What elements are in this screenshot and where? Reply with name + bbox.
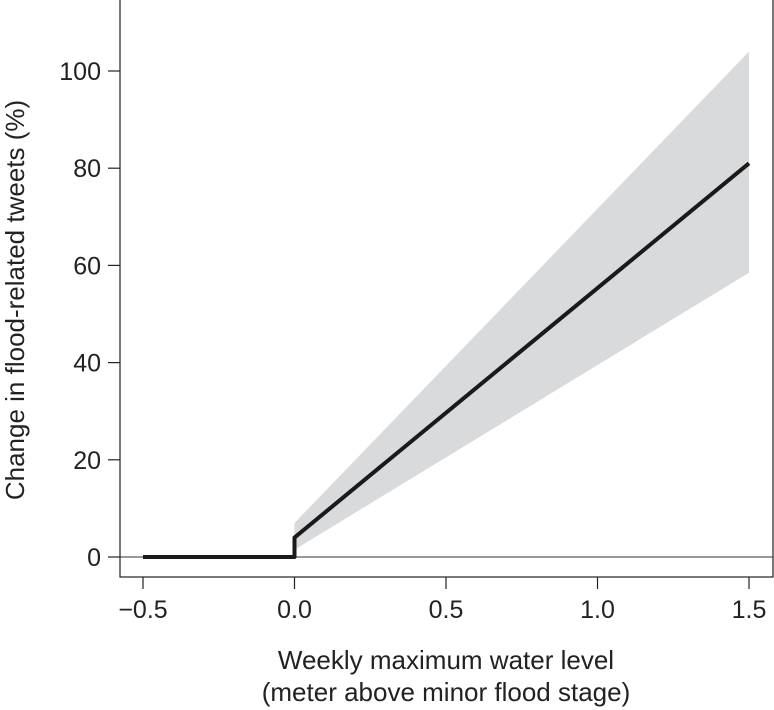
y-tick-label-5: 100 [59, 58, 101, 86]
x-axis-title-line-2: (meter above minor flood stage) [262, 677, 631, 707]
x-tick-label-2: 0.5 [429, 596, 464, 624]
confidence-band [294, 51, 749, 550]
series-line-estimate [143, 161, 751, 559]
y-tick-label-4: 80 [73, 155, 101, 183]
x-tick-label-0: −0.5 [118, 596, 167, 624]
x-tick-label-4: 1.5 [732, 596, 767, 624]
y-tick-label-3: 60 [73, 252, 101, 280]
x-axis-title-line-1: Weekly maximum water level [278, 645, 614, 675]
x-axis: −0.5 0.0 0.5 1.0 1.5 [118, 577, 766, 624]
y-axis: 0 20 40 60 80 100 [59, 58, 120, 572]
x-tick-label-1: 0.0 [277, 596, 312, 624]
y-tick-label-0: 0 [87, 544, 101, 572]
series-layer [143, 161, 751, 559]
x-tick-label-3: 1.0 [580, 596, 615, 624]
y-tick-label-1: 20 [73, 447, 101, 475]
y-tick-label-2: 40 [73, 350, 101, 378]
confidence-band-layer [294, 51, 749, 550]
y-axis-title: Change in flood-related tweets (%) [0, 100, 30, 500]
